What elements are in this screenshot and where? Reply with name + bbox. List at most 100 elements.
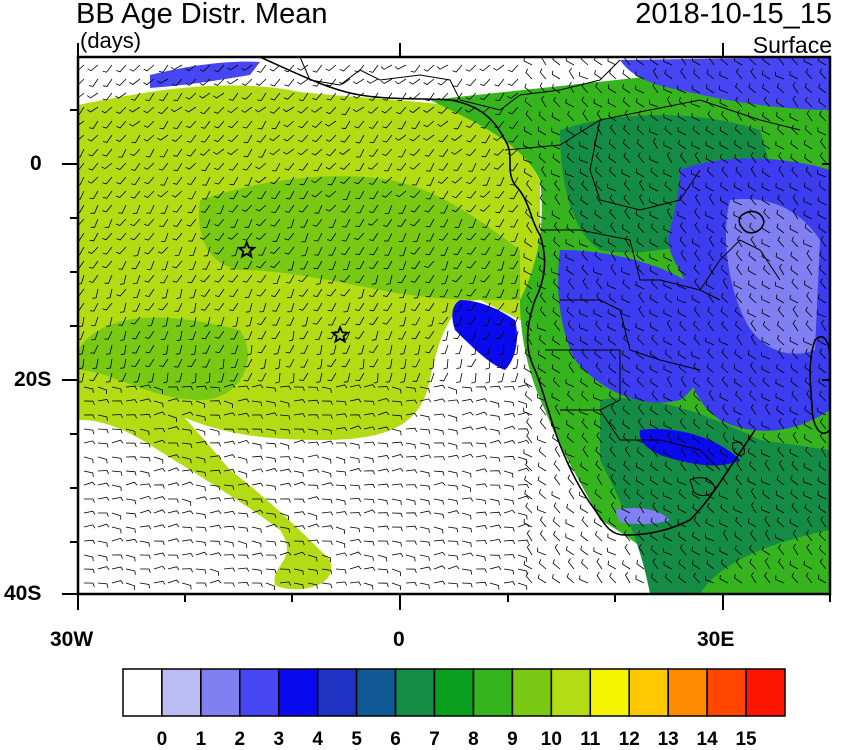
wind-barb-icon	[466, 260, 477, 269]
wind-barb-icon	[265, 412, 278, 417]
wind-barb-icon	[259, 302, 267, 313]
wind-barb-icon	[383, 302, 393, 312]
wind-barb-icon	[321, 386, 332, 393]
wind-barb-icon	[666, 151, 673, 164]
wind-barb-icon	[554, 403, 561, 416]
wind-barb-icon	[116, 176, 127, 185]
wind-barb-icon	[454, 218, 463, 228]
wind-barb-icon	[747, 518, 757, 528]
wind-barb-icon	[509, 260, 519, 270]
wind-barb-icon	[720, 265, 729, 276]
wind-barb-icon	[279, 482, 292, 487]
wind-barb-icon	[223, 400, 233, 409]
wind-barb-icon	[285, 358, 295, 368]
wind-barb-icon	[761, 182, 771, 192]
wind-barb-icon	[820, 516, 827, 528]
wind-barb-icon	[129, 64, 141, 72]
wind-barb-icon	[91, 316, 99, 327]
colorbar-swatch	[550, 668, 592, 717]
wind-barb-icon	[202, 260, 211, 270]
wind-barb-icon	[97, 582, 109, 588]
wind-barb-icon	[818, 545, 827, 556]
wind-barb-icon	[461, 411, 474, 416]
wind-barb-icon	[213, 134, 225, 143]
wind-barb-icon	[146, 260, 155, 270]
wind-barb-icon	[517, 582, 528, 590]
wind-barb-icon	[593, 378, 603, 388]
colorbar-swatch	[589, 668, 630, 717]
wind-barb-icon	[820, 138, 827, 150]
wind-barb-icon	[102, 190, 113, 199]
wind-barb-icon	[106, 316, 113, 327]
wind-barb-icon	[664, 181, 673, 192]
wind-barb-icon	[257, 330, 267, 340]
star-icon	[330, 324, 350, 344]
wind-barb-icon	[484, 344, 491, 355]
wind-barb-icon	[311, 190, 323, 198]
wind-barb-icon	[315, 274, 323, 285]
wind-barb-icon	[567, 180, 575, 192]
wind-barb-icon	[173, 120, 183, 130]
country-border	[699, 239, 781, 291]
wind-barb-icon	[153, 524, 166, 529]
wind-barb-icon	[419, 540, 431, 547]
wind-barb-icon	[367, 218, 379, 226]
wind-barb-icon	[775, 379, 785, 388]
wind-barb-icon	[512, 344, 519, 356]
wind-barb-icon	[749, 544, 757, 556]
wind-barb-icon	[483, 316, 491, 327]
wind-barb-icon	[525, 320, 533, 332]
wind-barb-icon	[817, 169, 827, 178]
wind-barb-icon	[453, 162, 463, 172]
wind-barb-icon	[176, 330, 183, 341]
wind-barb-icon	[153, 456, 164, 464]
coastline-layer	[259, 57, 830, 536]
wind-barb-icon	[489, 470, 501, 475]
wind-barb-icon	[594, 69, 603, 80]
wind-barb-icon	[649, 211, 659, 220]
wind-barb-icon	[111, 456, 123, 463]
wind-barb-icon	[539, 292, 547, 304]
wind-barb-icon	[214, 218, 225, 227]
wind-barb-icon	[677, 281, 687, 290]
wind-barb-icon	[231, 358, 239, 369]
wind-barb-icon	[456, 358, 463, 369]
wind-barb-icon	[706, 223, 715, 234]
wind-barb-icon	[649, 197, 659, 206]
wind-barb-icon	[339, 78, 351, 85]
wind-barb-icon	[223, 454, 236, 459]
wind-barb-icon	[426, 176, 435, 186]
wind-barb-icon	[223, 383, 236, 388]
wind-barb-icon	[747, 182, 757, 192]
wind-barb-icon	[649, 238, 659, 248]
wind-barb-icon	[269, 106, 281, 114]
wind-barb-icon	[172, 148, 183, 157]
wind-barb-icon	[761, 196, 771, 206]
wind-barb-icon	[160, 330, 169, 340]
wind-barb-icon	[775, 98, 785, 108]
wind-barb-icon	[679, 418, 687, 430]
wind-barb-icon	[209, 497, 222, 502]
wind-barb-icon	[86, 92, 99, 99]
wind-barb-icon	[789, 224, 799, 234]
wind-barb-icon	[307, 512, 318, 520]
wind-barb-icon	[538, 153, 547, 164]
wind-barb-icon	[761, 351, 771, 360]
wind-barb-icon	[789, 406, 799, 416]
wind-barb-icon	[552, 307, 561, 318]
wind-barb-icon	[621, 350, 631, 360]
wind-barb-icon	[636, 125, 645, 136]
wind-barb-icon	[593, 224, 603, 234]
wind-barb-icon	[551, 267, 561, 276]
wind-barb-icon	[461, 582, 473, 588]
wind-barb-icon	[481, 246, 491, 256]
wind-barb-icon	[663, 225, 673, 234]
wind-barb-icon	[817, 127, 827, 136]
wind-barb-icon	[89, 120, 99, 129]
wind-barb-icon	[447, 565, 460, 570]
wind-barb-icon	[381, 176, 393, 184]
wind-barb-icon	[173, 92, 183, 102]
wind-barb-icon	[215, 344, 225, 354]
wind-barb-icon	[307, 484, 319, 490]
wind-barb-icon	[153, 400, 164, 408]
